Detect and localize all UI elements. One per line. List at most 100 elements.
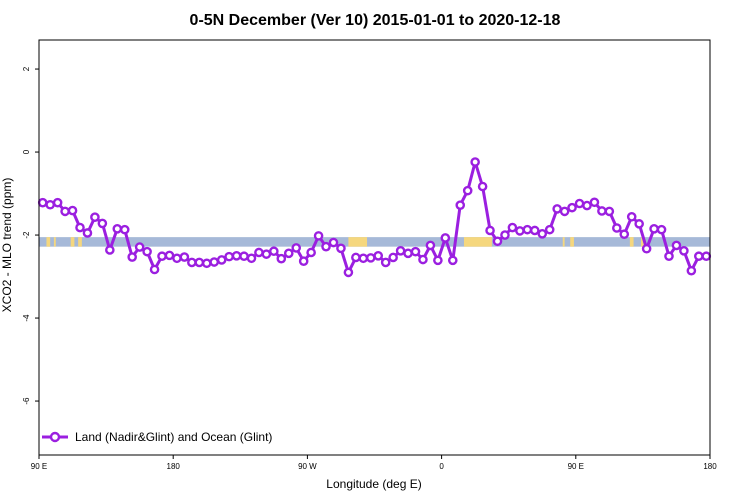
data-point [440,233,451,243]
data-point [537,229,548,239]
land-segment-9 [641,237,645,247]
data-point [470,157,480,167]
land-ocean-band [39,237,710,247]
data-point [641,243,652,254]
data-point [45,199,55,210]
data-point [671,240,682,251]
data-point [231,250,242,261]
data-point [686,265,697,276]
y-tick-label: -6 [22,397,31,405]
x-tick-label: 180 [167,462,181,471]
data-point [313,231,324,241]
data-point [679,246,689,256]
data-point [403,248,413,259]
data-point [157,251,167,262]
y-tick-label: 0 [22,149,31,154]
data-point [529,225,540,236]
land-segment-2 [70,237,75,247]
y-tick-label: 2 [22,66,31,71]
data-point [656,224,667,235]
legend-entry-label: Land (Nadir&Glint) and Ocean (Glint) [75,430,272,444]
data-point [149,264,160,275]
data-point [187,257,197,268]
data-point [664,251,674,262]
data-point [365,253,376,263]
data-point [567,202,577,213]
data-point [261,249,272,259]
data-point [336,243,346,254]
data-point [321,241,331,252]
data-point [283,248,294,259]
data-point [492,236,503,247]
data-point [67,205,78,216]
data-point [559,206,570,217]
data-point [522,224,533,235]
data-point [142,246,152,257]
data-point [455,200,466,210]
data-point [619,229,630,240]
data-point [224,251,234,262]
land-segment-1 [53,237,56,247]
data-point [328,237,339,248]
data-point [60,206,70,217]
data-point [507,222,518,233]
data-point [119,224,130,235]
data-point [358,253,369,264]
data-point [418,254,428,265]
data-point [351,252,361,263]
data-point [701,251,712,262]
data-point [380,257,391,268]
data-point [694,251,704,262]
data-point [179,252,190,262]
land-segment-3 [78,237,82,247]
data-point [37,197,48,208]
data-point [410,246,421,257]
data-point [112,224,123,234]
data-point [306,247,316,258]
land-segment-4 [348,237,368,247]
data-point [246,253,257,264]
data-point [589,197,600,208]
legend: Land (Nadir&Glint) and Ocean (Glint) [42,430,272,444]
x-tick-label: 0 [439,462,444,471]
land-segment-5 [463,237,492,247]
data-point [485,225,495,236]
land-segment-7 [570,237,574,247]
data-point [649,224,659,234]
data-point [373,250,384,261]
data-point [276,253,287,264]
legend-marker-swatch [49,431,61,443]
x-tick-label: 90 E [31,462,47,471]
data-point [134,242,145,252]
data-point [127,252,137,262]
data-point [626,211,637,222]
data-point [604,206,615,217]
plot-background [39,40,710,455]
ocean-band [39,237,710,247]
data-point [105,245,115,255]
plot-frame [38,39,711,456]
data-point [164,250,175,261]
data-point [433,255,443,266]
x-tick-label: 180 [703,462,717,471]
land-segment-8 [629,237,634,247]
y-axis-label: XCO2 - MLO trend (ppm) [0,178,14,313]
x-tick-label: 90 W [298,462,317,471]
data-point [500,230,510,240]
land-segment-0 [46,237,51,247]
x-axis-label: Longitude (deg E) [326,477,421,491]
data-point [634,219,644,229]
data-point [209,257,220,267]
data-point [395,246,406,256]
plot-area [39,40,710,455]
data-point [462,185,473,196]
data-point [425,240,436,251]
data-point [447,255,458,266]
data-point [75,222,85,233]
y-tick-label: -4 [22,314,31,322]
data-point [97,218,108,229]
x-tick-label: 90 E [568,462,584,471]
land-segment-6 [562,237,565,247]
tick-labels: 90 E 180 90 W 0 90 E 180 2 0 -2 -4 -6 [22,66,717,471]
